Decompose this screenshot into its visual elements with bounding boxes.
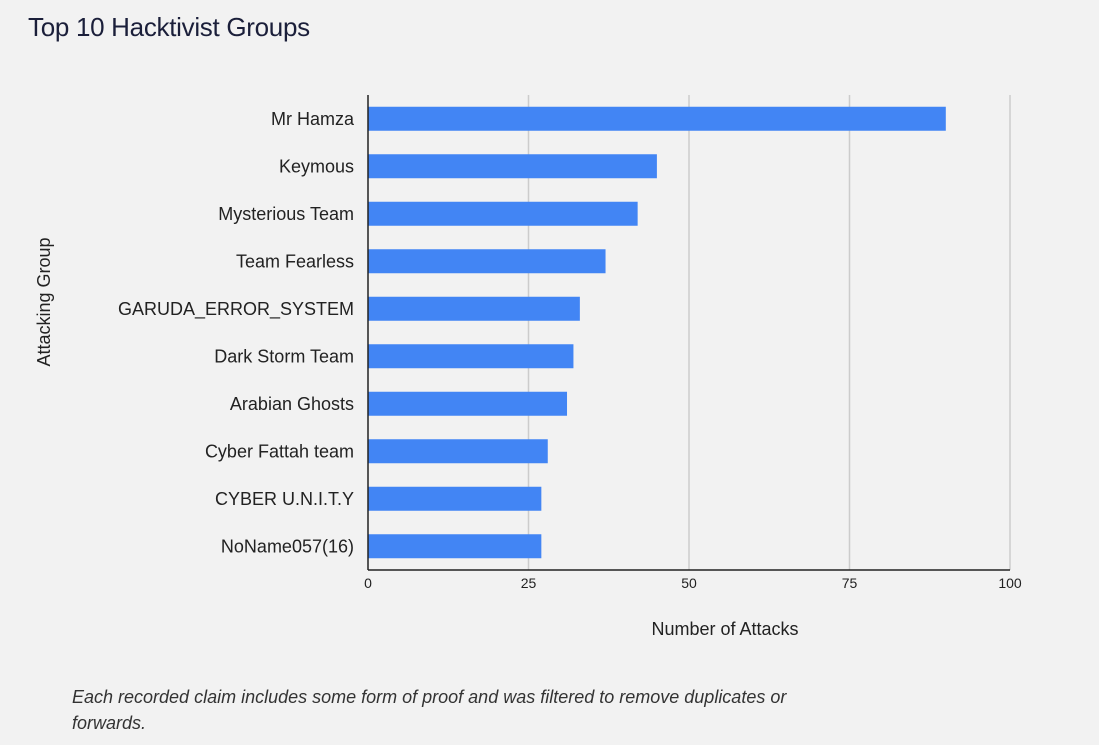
x-tick-label: 75 — [842, 575, 858, 591]
y-axis-title: Attacking Group — [34, 237, 54, 366]
bar — [368, 439, 548, 464]
x-tick-labels: 0 25 50 75 100 — [364, 575, 1022, 591]
bar — [368, 201, 638, 226]
chart-title: Top 10 Hacktivist Groups — [28, 12, 310, 42]
category-label: Team Fearless — [236, 251, 354, 271]
category-label: Keymous — [279, 156, 354, 176]
category-label: Dark Storm Team — [214, 346, 354, 366]
bar — [368, 154, 657, 179]
bar — [368, 296, 580, 321]
bar — [368, 249, 606, 274]
x-tick-label: 100 — [998, 575, 1022, 591]
category-labels: Mr Hamza Keymous Mysterious Team Team Fearl… — [118, 109, 355, 557]
category-label: Mysterious Team — [218, 204, 354, 224]
x-tick-label: 50 — [681, 575, 697, 591]
chart-footnote: Each recorded claim includes some form o… — [72, 687, 787, 733]
x-axis-title: Number of Attacks — [651, 619, 798, 639]
category-label: Cyber Fattah team — [205, 441, 354, 461]
bar — [368, 391, 568, 416]
bars — [368, 106, 946, 559]
bar — [368, 106, 946, 131]
x-tick-label: 25 — [521, 575, 537, 591]
category-label: GARUDA_ERROR_SYSTEM — [118, 299, 354, 320]
bar — [368, 534, 542, 559]
category-label: CYBER U.N.I.T.Y — [215, 489, 354, 509]
x-tick-label: 0 — [364, 575, 372, 591]
category-label: Mr Hamza — [271, 109, 355, 129]
category-label: Arabian Ghosts — [230, 394, 354, 414]
bar — [368, 344, 574, 369]
category-label: NoName057(16) — [221, 536, 354, 556]
bar — [368, 486, 542, 511]
axes — [367, 95, 1010, 571]
